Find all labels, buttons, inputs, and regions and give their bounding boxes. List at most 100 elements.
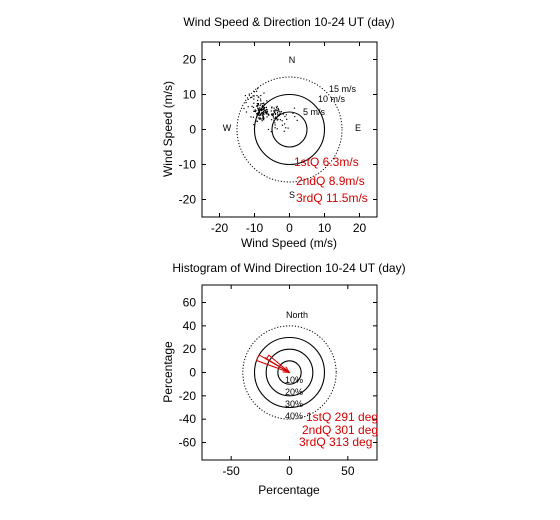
scatter-point: [283, 130, 285, 132]
scatter-point: [259, 98, 262, 100]
scatter-point: [285, 114, 287, 116]
speed-ring-10: [253, 93, 326, 166]
bottom-quartile-label-2: 2ndQ 301 deg: [302, 423, 378, 437]
scatter-point: [274, 112, 277, 114]
scatter-point: [257, 87, 259, 90]
scatter-point: [263, 119, 265, 121]
speed-ring-5: [271, 111, 308, 148]
percent-ring-20: [265, 348, 314, 397]
scatter-point: [271, 119, 273, 121]
scatter-point: [260, 94, 262, 97]
scatter-point: [272, 114, 274, 117]
y-tick-label: 40: [183, 319, 197, 333]
scatter-point: [293, 107, 295, 109]
top-x-axis-ticks: -20 -10 0 10 20: [211, 42, 366, 235]
scatter-point: [256, 90, 258, 92]
scatter-point: [258, 112, 260, 114]
scatter-point: [287, 127, 289, 129]
scatter-point: [258, 96, 260, 98]
scatter-point: [257, 107, 259, 109]
scatter-point: [276, 128, 278, 130]
scatter-point: [260, 103, 262, 105]
scatter-point: [254, 109, 256, 111]
scatter-point: [284, 115, 286, 118]
y-tick-label: 10: [183, 88, 197, 102]
scatter-point: [255, 110, 257, 112]
scatter-point: [263, 110, 265, 112]
wind-direction-histogram-chart: Histogram of Wind Direction 10-24 UT (da…: [161, 261, 406, 497]
scatter-point: [262, 111, 264, 113]
top-ring-label-10: 10 m/s: [318, 94, 346, 104]
scatter-point: [270, 131, 272, 133]
top-quartile-label-1: 1stQ 6.3m/s: [294, 155, 359, 169]
scatter-point: [245, 111, 248, 113]
wind-speed-direction-chart: Wind Speed & Direction 10-24 UT (day) N …: [161, 15, 395, 250]
scatter-point: [256, 105, 258, 107]
scatter-point: [265, 106, 267, 109]
scatter-point: [260, 100, 262, 102]
scatter-point: [259, 109, 261, 111]
scatter-point: [277, 118, 279, 120]
scatter-point: [274, 124, 276, 126]
scatter-point: [262, 116, 264, 118]
scatter-point: [261, 105, 264, 107]
scatter-point: [277, 113, 279, 115]
x-tick-label: 50: [341, 464, 355, 478]
scatter-point: [257, 105, 259, 107]
scatter-point: [273, 112, 276, 114]
scatter-point: [244, 94, 246, 97]
scatter-point: [263, 103, 265, 105]
bottom-north-label: North: [286, 310, 308, 320]
scatter-point: [277, 111, 279, 113]
scatter-point: [250, 97, 252, 99]
scatter-point: [259, 107, 261, 109]
y-tick-label: 20: [183, 342, 197, 356]
scatter-point: [274, 122, 276, 124]
top-ring-label-15: 15 m/s: [329, 84, 357, 94]
scatter-point: [262, 107, 264, 109]
scatter-point: [252, 95, 254, 97]
scatter-point: [278, 114, 280, 117]
scatter-point: [257, 109, 259, 111]
scatter-point: [275, 109, 277, 111]
bottom-ring-label-30: 30%: [285, 399, 303, 409]
scatter-point: [258, 108, 260, 110]
scatter-point: [271, 106, 273, 108]
speed-ring-15: [236, 76, 343, 183]
top-chart-title: Wind Speed & Direction 10-24 UT (day): [183, 15, 394, 29]
scatter-point: [257, 112, 259, 114]
scatter-point: [253, 91, 256, 93]
scatter-point: [257, 104, 259, 106]
scatter-point: [256, 113, 258, 115]
bottom-ring-label-40: 40%: [285, 411, 303, 421]
scatter-point: [282, 113, 284, 115]
scatter-point: [264, 111, 266, 113]
scatter-point: [253, 102, 255, 104]
scatter-point: [278, 110, 280, 112]
scatter-point: [275, 118, 278, 120]
scatter-point: [263, 108, 265, 111]
bottom-percentage-rings: [242, 325, 337, 420]
scatter-point: [277, 114, 279, 117]
top-y-axis-label: Wind Speed (m/s): [161, 81, 175, 177]
x-tick-label: 10: [318, 221, 332, 235]
bottom-quartile-label-1: 1stQ 291 deg: [306, 410, 378, 424]
percent-ring-40: [242, 325, 337, 420]
scatter-point: [260, 110, 263, 112]
scatter-point: [276, 110, 278, 112]
scatter-point: [263, 107, 265, 110]
x-tick-label: -20: [211, 221, 229, 235]
scatter-point: [265, 111, 267, 113]
bottom-quartile-label-3: 3rdQ 313 deg: [299, 435, 372, 449]
scatter-point: [274, 127, 276, 129]
scatter-point: [262, 118, 264, 120]
scatter-point: [256, 103, 258, 105]
scatter-point: [270, 110, 272, 112]
scatter-point: [286, 118, 288, 120]
scatter-point: [261, 105, 263, 107]
bottom-mean-direction-arrow: [264, 357, 291, 374]
scatter-point: [294, 115, 296, 118]
top-y-axis-ticks: 20 10 0 -10 -20: [179, 53, 377, 207]
scatter-point: [284, 123, 286, 125]
bottom-ring-label-20: 20%: [285, 387, 303, 397]
